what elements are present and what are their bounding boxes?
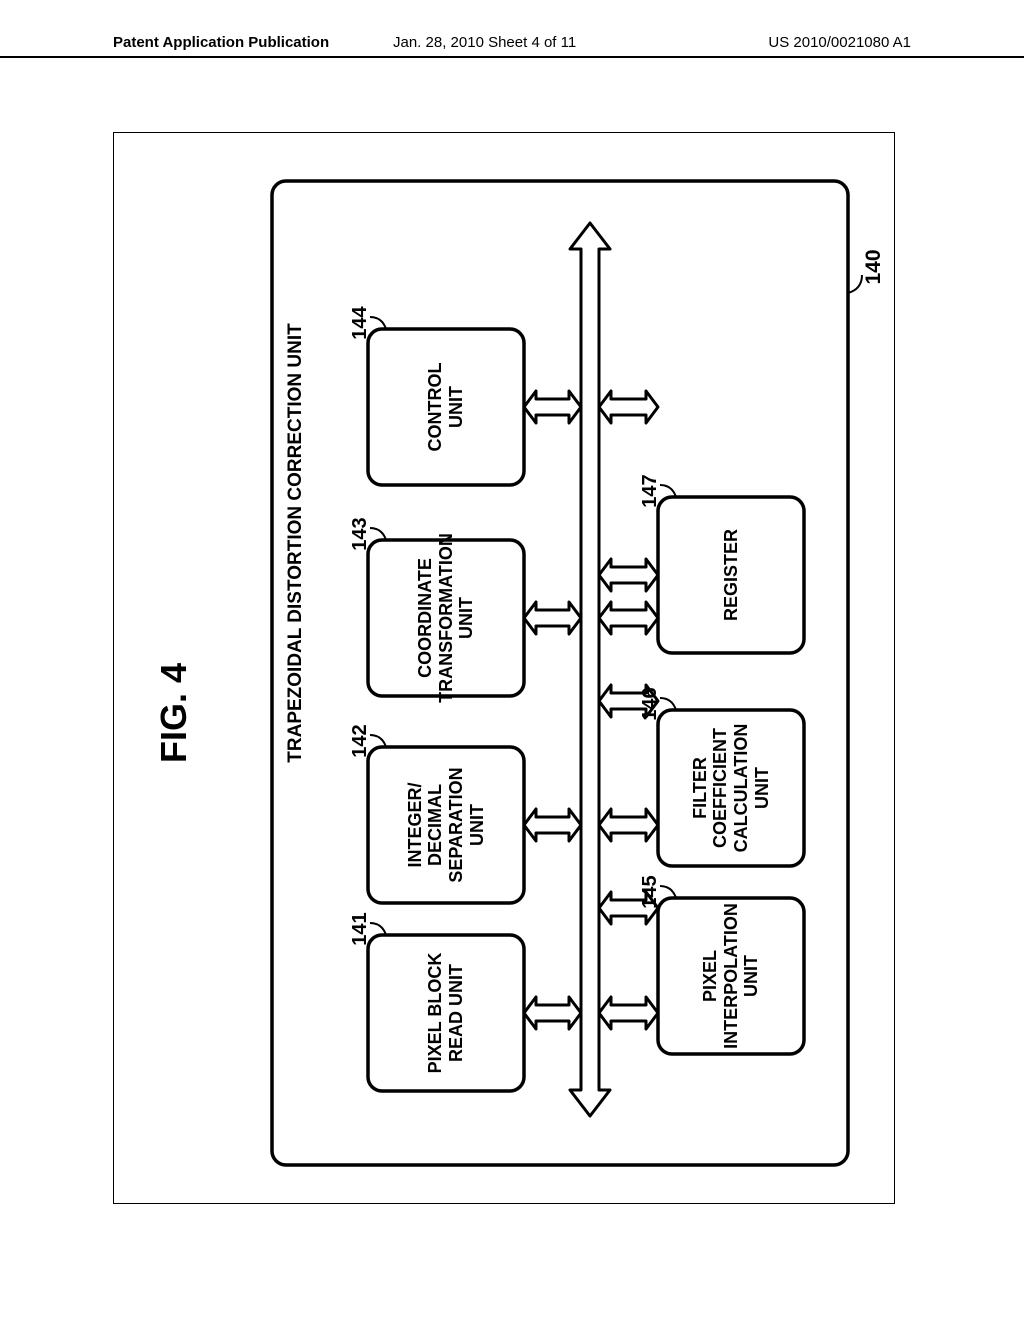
header-middle: Jan. 28, 2010 Sheet 4 of 11 [393, 34, 576, 51]
b147-ref: 147 [590, 291, 710, 691]
b144-ref: 144 [300, 123, 420, 523]
figure-frame: TRAPEZOIDAL DISTORTION CORRECTION UNIT14… [113, 132, 895, 1204]
header-right: US 2010/0021080 A1 [768, 34, 911, 51]
page-header: Patent Application Publication Jan. 28, … [113, 34, 911, 56]
header-rule [0, 56, 1024, 58]
header-left: Patent Application Publication [113, 34, 329, 51]
page: Patent Application Publication Jan. 28, … [0, 0, 1024, 1320]
figure-label: FIG. 4 [114, 513, 234, 913]
diagram-overlay: TRAPEZOIDAL DISTORTION CORRECTION UNIT14… [114, 133, 894, 1203]
ref-140: 140 [814, 67, 934, 467]
